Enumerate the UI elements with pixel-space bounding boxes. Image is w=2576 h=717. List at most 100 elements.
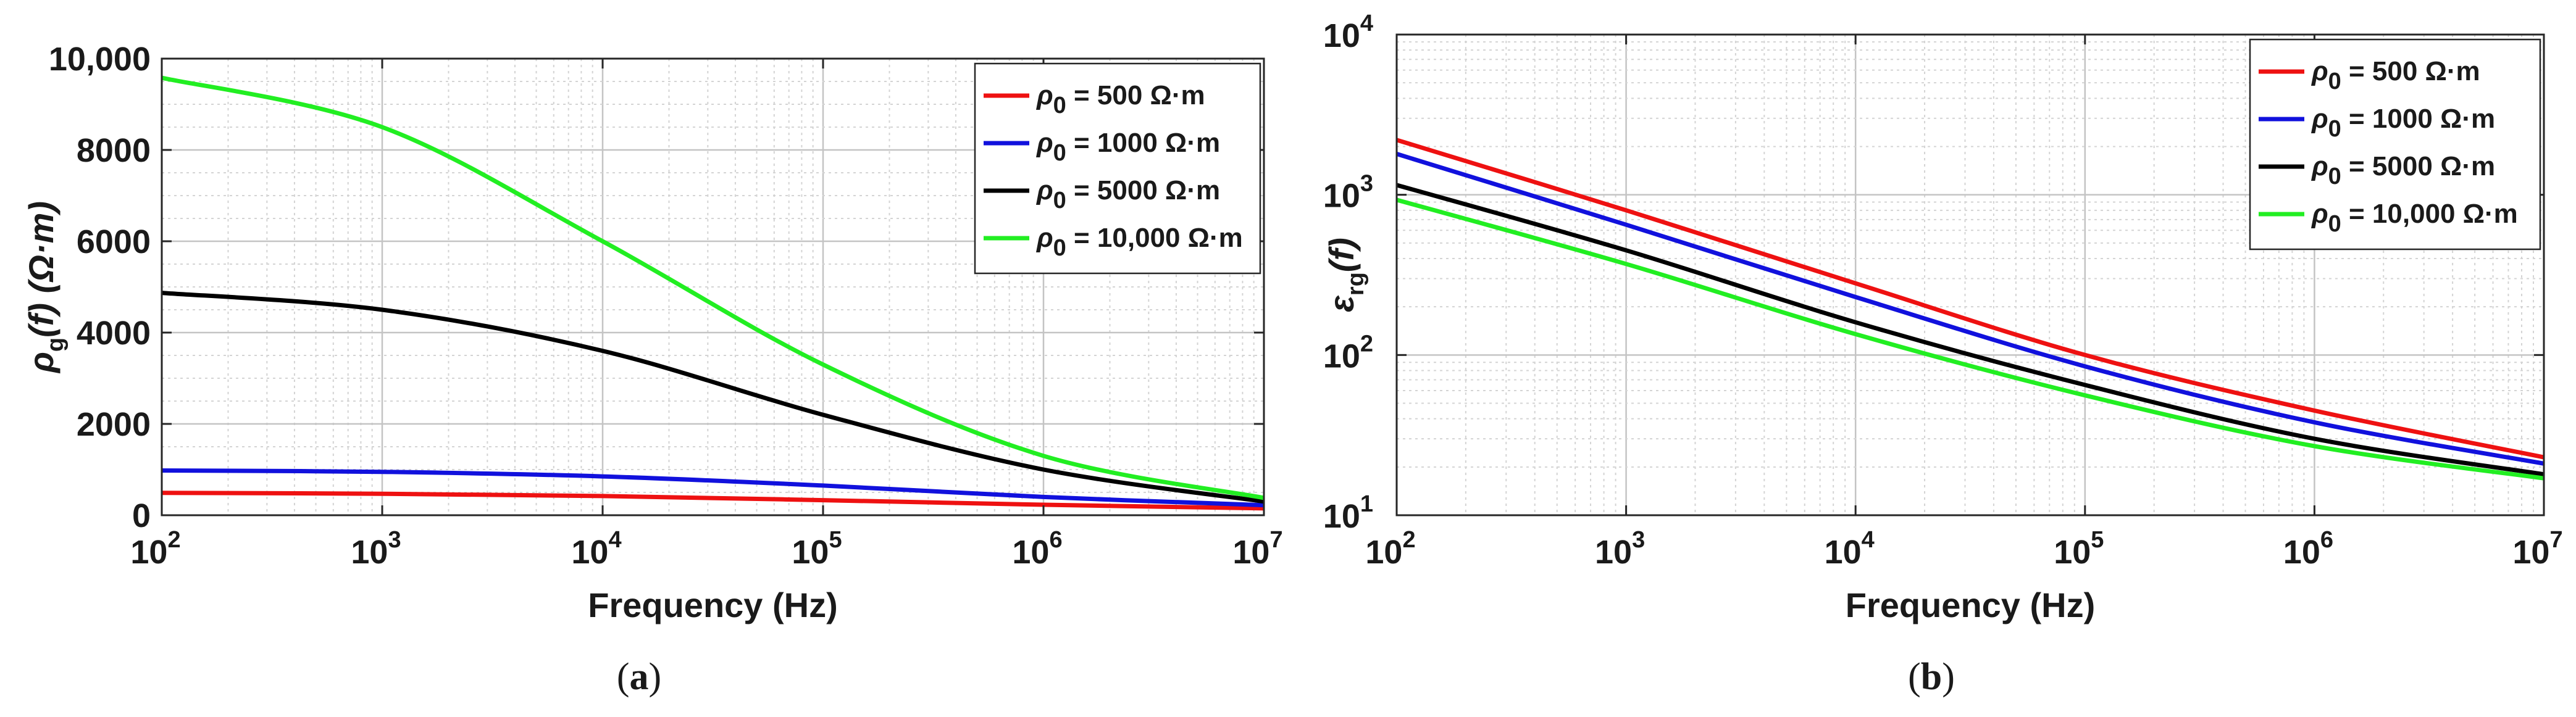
y-tick-label: 102	[1323, 331, 1373, 375]
legend-label: = 500 Ω·m	[1066, 80, 1205, 110]
caption-paren: (	[617, 656, 630, 698]
legend-symbol: ρ	[1035, 223, 1053, 253]
x-tick-label: 107	[2512, 527, 2562, 571]
axes-box	[1395, 33, 2545, 516]
legend-entry-2: ρ0 = 1000 Ω·m	[1035, 128, 1220, 166]
y-tick-exponent: 2	[1360, 331, 1373, 357]
legend-entry-1: ρ0 = 500 Ω·m	[1035, 80, 1205, 118]
x-tick-base: 10	[571, 534, 608, 571]
legend-entry-4: ρ0 = 10,000 Ω·m	[2310, 199, 2518, 237]
x-tick-base: 10	[130, 534, 167, 571]
y-tick-label: 8000	[77, 132, 151, 169]
y-tick-base: 10	[1323, 17, 1360, 54]
y-axis-label: ρg(f) (Ω·m)	[22, 201, 69, 374]
legend-symbol: ρ	[1035, 80, 1053, 110]
y-axis-rest: (f)	[1322, 238, 1361, 272]
x-tick-base: 10	[2512, 534, 2549, 571]
y-tick-base: 10	[1323, 498, 1360, 535]
x-tick-label: 104	[1825, 527, 1875, 571]
y-axis-subscript: rg	[1343, 272, 1369, 296]
x-tick-base: 10	[351, 534, 388, 571]
y-tick-exponent: 3	[1360, 171, 1373, 197]
x-tick-label: 107	[1232, 527, 1282, 571]
y-tick-base: 10	[1323, 338, 1360, 375]
legend-label: = 1000 Ω·m	[2341, 104, 2495, 134]
x-tick-exponent: 3	[1632, 527, 1645, 553]
legend-entry-3: ρ0 = 5000 Ω·m	[2310, 151, 2495, 189]
legend-label: = 10,000 Ω·m	[2341, 199, 2518, 229]
y-tick-label: 103	[1323, 171, 1373, 215]
series-line-4	[1396, 197, 2545, 481]
x-tick-label: 103	[1595, 527, 1645, 571]
x-tick-exponent: 5	[2091, 527, 2104, 553]
panel-caption: (a)	[617, 656, 661, 698]
x-tick-exponent: 6	[1049, 527, 1062, 553]
y-axis-symbol: ε	[1322, 295, 1361, 312]
chart-b: 102 103 104 105 106 107101102103104Frequency …	[1322, 10, 2563, 698]
x-tick-exponent: 3	[388, 527, 401, 553]
legend-symbol: ρ	[2310, 56, 2328, 86]
x-tick-exponent: 4	[608, 527, 621, 553]
legend-entry-1: ρ0 = 500 Ω·m	[2310, 56, 2480, 94]
legend-entry-4: ρ0 = 10,000 Ω·m	[1035, 223, 1243, 261]
caption-paren: (	[1908, 656, 1921, 698]
x-tick-base: 10	[1232, 534, 1269, 571]
chart-a: 102 103 104 105 106 1070200040006000800010,00…	[22, 41, 1283, 698]
y-tick-label: 0	[132, 497, 151, 534]
y-axis-rest: (f) (Ω·m)	[22, 201, 61, 338]
series-line-3	[161, 291, 1265, 504]
x-tick-base: 10	[2283, 534, 2320, 571]
y-tick-exponent: 4	[1360, 10, 1373, 36]
x-tick-exponent: 5	[829, 527, 842, 553]
x-tick-base: 10	[1595, 534, 1632, 571]
caption-paren: )	[1942, 656, 1955, 698]
x-tick-label: 104	[571, 527, 621, 571]
legend-label: = 500 Ω·m	[2341, 56, 2480, 86]
caption-paren: )	[649, 656, 662, 698]
y-tick-label: 4000	[77, 315, 151, 352]
x-axis-label: Frequency (Hz)	[1846, 586, 2096, 624]
x-tick-label: 105	[2054, 527, 2104, 571]
legend-label: = 1000 Ω·m	[1066, 128, 1220, 158]
y-tick-base: 10	[1323, 178, 1360, 215]
y-tick-label: 104	[1323, 10, 1373, 54]
y-tick-label: 2000	[77, 406, 151, 443]
y-tick-label: 10,000	[49, 41, 151, 78]
x-tick-label: 105	[792, 527, 842, 571]
legend-subscript: 0	[1053, 140, 1066, 166]
x-tick-base: 10	[1012, 534, 1049, 571]
series-group	[1395, 138, 2545, 481]
x-tick-exponent: 7	[1269, 527, 1282, 553]
y-axis-symbol: ρ	[22, 352, 61, 374]
legend-label: = 10,000 Ω·m	[1066, 223, 1243, 253]
legend-label: = 5000 Ω·m	[2341, 151, 2495, 181]
x-axis-label: Frequency (Hz)	[588, 586, 838, 624]
axes-box	[161, 57, 1265, 516]
panel-caption: (b)	[1908, 656, 1955, 698]
legend: ρ0 = 500 Ω·mρ0 = 1000 Ω·mρ0 = 5000 Ω·mρ0…	[2249, 38, 2541, 251]
legend-subscript: 0	[1053, 235, 1066, 261]
series-line-3	[1396, 183, 2545, 477]
series-line-1	[161, 491, 1265, 511]
y-axis-label: εrg(f)	[1322, 238, 1369, 312]
y-tick-exponent: 1	[1360, 491, 1373, 517]
x-tick-label: 102	[1365, 527, 1415, 571]
x-tick-exponent: 2	[167, 527, 180, 553]
x-tick-label: 103	[351, 527, 401, 571]
caption-letter: a	[630, 656, 649, 698]
series-group	[161, 75, 1265, 511]
x-tick-base: 10	[2054, 534, 2091, 571]
x-tick-base: 10	[792, 534, 829, 571]
x-tick-label: 106	[1012, 527, 1062, 571]
legend-subscript: 0	[2328, 164, 2341, 189]
series-line-4	[161, 75, 1265, 500]
legend-symbol: ρ	[2310, 199, 2328, 229]
legend-symbol: ρ	[2310, 151, 2328, 181]
legend-entry-2: ρ0 = 1000 Ω·m	[2310, 104, 2495, 142]
legend-subscript: 0	[2328, 116, 2341, 142]
legend-subscript: 0	[2328, 68, 2341, 94]
x-tick-label: 102	[130, 527, 180, 571]
x-tick-label: 106	[2283, 527, 2333, 571]
legend-entry-3: ρ0 = 5000 Ω·m	[1035, 175, 1220, 213]
